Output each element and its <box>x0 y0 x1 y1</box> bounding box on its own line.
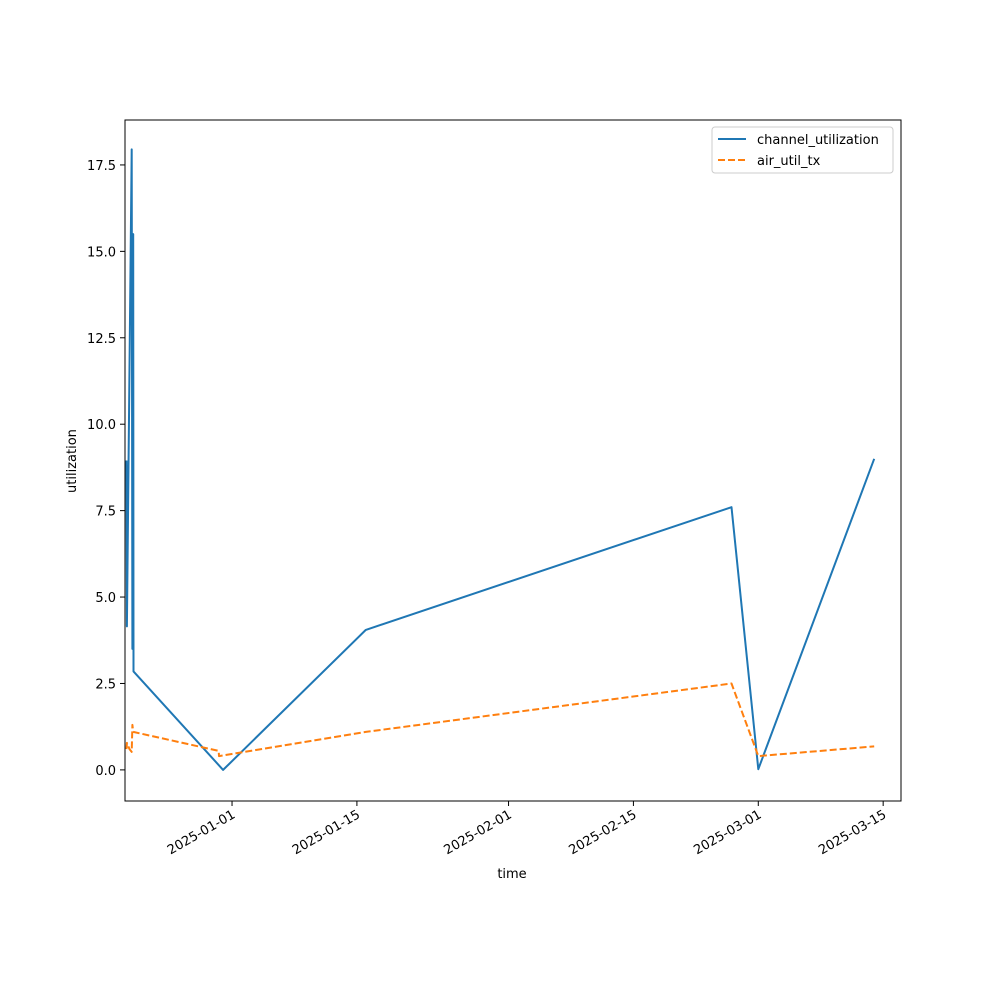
y-tick-label: 2.5 <box>95 677 116 692</box>
x-axis-ticks: 2025-01-01 2025-01-15 2025-02-01 2025-02-15… <box>165 801 889 858</box>
y-axis-label: utilization <box>65 429 80 493</box>
legend: channel_utilization air_util_tx <box>711 126 894 174</box>
series-line-air-util-tx <box>125 682 875 758</box>
y-axis-ticks: 0.0 2.5 5.0 7.5 10.0 12.5 15.0 17.5 <box>87 159 125 779</box>
y-tick-label: 0.0 <box>95 764 116 779</box>
y-tick-label: 17.5 <box>87 159 116 174</box>
x-tick-label: 2025-01-15 <box>290 807 363 858</box>
x-axis-label: time <box>497 867 526 882</box>
legend-label-air-util-tx: air_util_tx <box>757 154 821 169</box>
x-tick-label: 2025-02-01 <box>442 807 515 858</box>
x-tick-label: 2025-02-15 <box>566 807 639 858</box>
y-tick-label: 5.0 <box>95 591 116 606</box>
legend-box <box>711 126 894 174</box>
y-tick-label: 15.0 <box>87 245 116 260</box>
axes-frame <box>124 119 902 802</box>
y-tick-label: 12.5 <box>87 332 116 347</box>
legend-label-channel-utilization: channel_utilization <box>757 133 879 148</box>
plot-area <box>124 119 902 802</box>
x-tick-label: 2025-01-01 <box>165 807 238 858</box>
y-tick-label: 7.5 <box>95 505 116 520</box>
series-line-channel-utilization <box>125 148 876 771</box>
series-layer <box>125 148 876 771</box>
x-tick-label: 2025-03-01 <box>691 807 764 858</box>
y-tick-label: 10.0 <box>87 418 116 433</box>
x-tick-label: 2025-03-15 <box>816 807 889 858</box>
